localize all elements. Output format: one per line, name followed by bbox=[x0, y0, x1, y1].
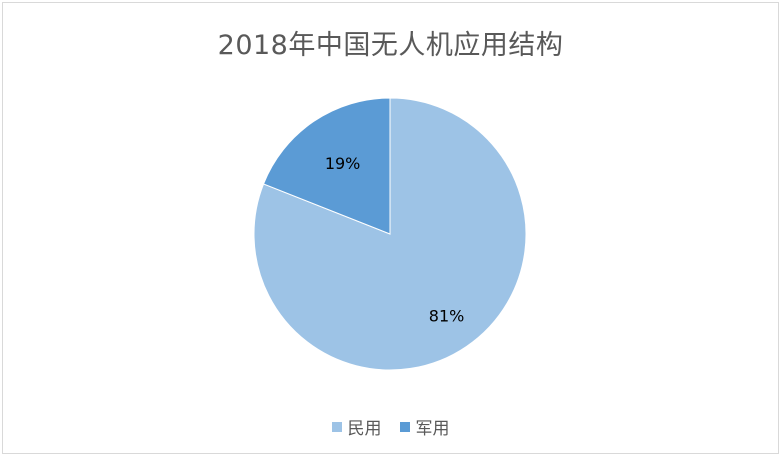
legend-swatch-military bbox=[399, 421, 410, 432]
legend: 民用 军用 bbox=[3, 414, 778, 439]
legend-label-military: 军用 bbox=[415, 419, 450, 439]
legend-swatch-civil bbox=[331, 421, 342, 432]
pie-chart: 81% 19% bbox=[253, 97, 527, 371]
legend-label-civil: 民用 bbox=[347, 419, 382, 439]
legend-item-military: 军用 bbox=[399, 414, 450, 439]
chart-title: 2018年中国无人机应用结构 bbox=[217, 30, 564, 61]
legend-item-civil: 民用 bbox=[331, 414, 382, 439]
pie-slice-military bbox=[262, 97, 391, 235]
chart-area: 2018年中国无人机应用结构 81% 19% 民用 军用 bbox=[2, 2, 779, 454]
slice-label-military: 19% bbox=[325, 154, 361, 173]
slice-label-civil: 81% bbox=[429, 307, 465, 326]
